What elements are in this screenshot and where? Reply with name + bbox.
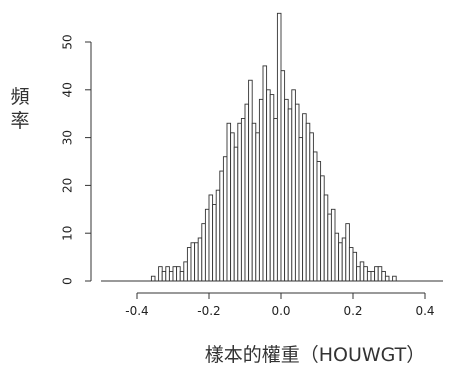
y-axis-label: 頻率 bbox=[10, 86, 29, 132]
histogram-bar bbox=[244, 103, 250, 282]
histogram-bar bbox=[392, 275, 397, 282]
histogram-bar bbox=[226, 122, 232, 282]
histogram-bar bbox=[168, 270, 174, 282]
histogram-bar bbox=[240, 118, 246, 282]
histogram-bar bbox=[269, 94, 275, 282]
histogram-bar bbox=[255, 132, 260, 282]
histogram-bar bbox=[266, 89, 271, 282]
x-tick-label: -0.4 bbox=[125, 304, 148, 318]
x-tick-label: 0.0 bbox=[271, 304, 290, 318]
histogram-bar bbox=[359, 261, 365, 282]
histogram-bar bbox=[323, 194, 329, 282]
histogram-bar bbox=[258, 98, 264, 282]
histogram-bar bbox=[262, 65, 268, 282]
histogram-bar bbox=[172, 266, 178, 282]
histogram-bar bbox=[284, 98, 289, 282]
histogram-bar bbox=[183, 261, 188, 282]
histogram-bar bbox=[222, 156, 228, 282]
histogram-bar bbox=[161, 270, 167, 282]
histogram-bar bbox=[352, 251, 358, 282]
histogram-bar bbox=[150, 275, 156, 282]
histogram-bar bbox=[320, 175, 325, 282]
histogram-bar bbox=[201, 223, 206, 282]
y-tick-label: 50 bbox=[61, 34, 75, 49]
histogram-bar bbox=[338, 242, 343, 282]
axes bbox=[85, 41, 426, 299]
histogram-bar bbox=[309, 132, 314, 282]
histogram-bar bbox=[305, 122, 311, 282]
histogram-bar bbox=[280, 70, 286, 282]
histogram-bar bbox=[197, 237, 203, 282]
histogram-bar bbox=[179, 270, 185, 282]
histogram-bar bbox=[291, 89, 296, 282]
histogram-bar bbox=[276, 12, 282, 282]
histogram-bar bbox=[237, 122, 242, 282]
histogram-bar bbox=[302, 113, 307, 282]
histogram-bar bbox=[330, 208, 336, 282]
histogram-bar bbox=[204, 208, 210, 282]
histogram-bar bbox=[176, 266, 181, 282]
y-tick-label: 0 bbox=[61, 277, 75, 285]
histogram-bar bbox=[374, 266, 379, 282]
histogram-bar bbox=[334, 232, 340, 282]
histogram-bar bbox=[219, 170, 224, 282]
histogram-bar bbox=[294, 103, 300, 282]
histogram-bar bbox=[186, 247, 192, 282]
x-tick-label: 0.4 bbox=[415, 304, 434, 318]
histogram-bar bbox=[345, 223, 350, 282]
histogram-bar bbox=[233, 146, 239, 282]
x-axis-label: 樣本的權重（HOUWGT） bbox=[205, 344, 426, 366]
histogram-bar bbox=[316, 161, 322, 282]
histogram-bar bbox=[356, 266, 361, 282]
histogram-bar bbox=[248, 79, 253, 282]
x-tick-label: -0.2 bbox=[197, 304, 220, 318]
histogram-bar bbox=[190, 242, 196, 282]
histogram-bar bbox=[377, 266, 383, 282]
histogram-bar bbox=[251, 122, 257, 282]
histogram-bar bbox=[384, 275, 390, 282]
histogram-bar bbox=[341, 237, 347, 282]
histogram-bar bbox=[366, 270, 372, 282]
histogram-bar bbox=[230, 132, 235, 282]
histogram-bar bbox=[212, 204, 217, 282]
y-tick-label: 20 bbox=[61, 178, 75, 193]
histogram-bar bbox=[381, 270, 386, 282]
histogram-bar bbox=[370, 270, 376, 282]
histogram-bar bbox=[208, 194, 214, 282]
y-axis-label-char: 頻 bbox=[10, 86, 29, 108]
histogram-bar bbox=[215, 189, 221, 282]
tick-labels: -0.4 -0.2 0.0 0.2 0.4 0 10 20 30 40 50 bbox=[61, 34, 435, 318]
y-tick-label: 10 bbox=[61, 226, 75, 241]
histogram-bar bbox=[363, 266, 368, 282]
y-axis-label-char: 率 bbox=[10, 110, 29, 132]
y-tick-label: 30 bbox=[61, 130, 75, 145]
histogram-bar bbox=[298, 137, 304, 282]
histogram-bar bbox=[165, 266, 170, 282]
x-tick-label: 0.2 bbox=[343, 304, 362, 318]
histogram-bar bbox=[158, 266, 163, 282]
histogram-bar bbox=[273, 118, 278, 282]
histogram-bar bbox=[312, 151, 318, 282]
histogram-bar bbox=[287, 108, 293, 282]
histogram-bars bbox=[101, 12, 443, 282]
histogram-bar bbox=[348, 247, 354, 282]
histogram-bar bbox=[327, 213, 332, 282]
y-tick-label: 40 bbox=[61, 82, 75, 97]
histogram-bar bbox=[194, 242, 199, 282]
